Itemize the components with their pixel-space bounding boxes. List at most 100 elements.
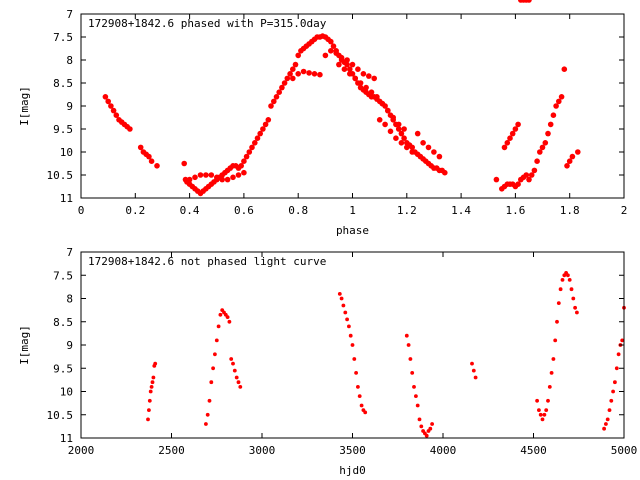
x-tick-label: 3500 — [339, 444, 366, 457]
data-point — [241, 158, 247, 164]
data-point — [238, 385, 243, 389]
data-point — [607, 408, 612, 412]
data-point — [507, 135, 513, 141]
data-point — [613, 380, 617, 385]
data-point — [539, 144, 546, 151]
data-point — [387, 128, 394, 135]
data-point — [218, 312, 223, 317]
data-point — [553, 338, 558, 343]
data-point — [473, 375, 478, 380]
data-point — [424, 433, 429, 438]
x-tick-label: 0.2 — [125, 204, 145, 217]
y-tick-label: 9.5 — [53, 362, 73, 375]
data-point — [102, 94, 109, 100]
data-point — [567, 278, 572, 282]
data-point — [571, 296, 576, 301]
x-tick-label: 2000 — [68, 444, 95, 457]
x-tick-label: 0 — [78, 204, 85, 217]
data-point — [547, 121, 554, 128]
data-point — [208, 172, 215, 178]
data-point — [509, 130, 516, 137]
x-tick-label: 1.4 — [451, 204, 471, 217]
data-point — [406, 343, 411, 347]
y-tick-label: 9 — [66, 100, 73, 113]
data-point — [271, 98, 277, 105]
data-point — [197, 172, 204, 178]
data-point — [409, 149, 416, 155]
data-point — [192, 174, 198, 181]
data-point — [230, 174, 236, 181]
data-point — [412, 385, 416, 389]
data-point — [154, 163, 160, 169]
data-point — [395, 121, 402, 128]
x-tick-label: 4500 — [520, 444, 547, 457]
data-point — [425, 144, 432, 151]
data-point — [550, 112, 557, 118]
data-point — [110, 107, 117, 114]
data-point — [614, 366, 619, 371]
data-point — [105, 98, 111, 105]
data-point — [347, 66, 353, 72]
y-tick-label: 7 — [66, 8, 73, 21]
x-tick-label: 1.8 — [560, 204, 580, 217]
data-point — [428, 426, 433, 431]
data-point — [300, 68, 307, 75]
data-point — [471, 368, 476, 373]
y-tick-label: 9.5 — [53, 123, 73, 136]
data-point — [605, 417, 610, 422]
data-point — [537, 408, 541, 412]
data-point — [575, 149, 581, 155]
data-point — [203, 172, 209, 178]
data-point — [241, 169, 247, 176]
data-point — [260, 126, 266, 132]
data-point — [148, 389, 153, 394]
data-point — [415, 403, 420, 408]
data-point — [404, 144, 410, 151]
y-tick-label: 11 — [60, 432, 73, 445]
y-tick-label: 7.5 — [53, 269, 73, 282]
data-point — [436, 153, 443, 160]
data-point — [355, 66, 361, 72]
data-point — [147, 398, 152, 403]
x-tick-label: 0.8 — [288, 204, 308, 217]
x-tick-label: 0.4 — [180, 204, 200, 217]
data-point — [395, 126, 402, 132]
data-point — [404, 333, 409, 338]
data-point — [352, 75, 359, 82]
data-point — [566, 273, 570, 278]
data-point — [252, 140, 258, 146]
data-point — [360, 71, 367, 77]
data-point — [555, 319, 559, 324]
data-point — [542, 412, 547, 417]
data-point — [186, 176, 193, 183]
data-point — [420, 140, 426, 146]
data-point — [343, 310, 348, 315]
data-point — [538, 412, 543, 417]
data-point — [401, 135, 407, 141]
y-tick-label: 8.5 — [53, 77, 73, 90]
data-point — [231, 361, 235, 366]
data-point — [113, 112, 120, 118]
data-point — [556, 98, 562, 105]
data-point — [257, 130, 264, 137]
data-point — [281, 80, 288, 86]
data-point — [431, 149, 437, 155]
data-point — [137, 144, 144, 151]
data-point — [534, 158, 540, 164]
data-point — [528, 172, 535, 178]
data-point — [216, 324, 221, 329]
data-point — [544, 408, 549, 412]
data-point — [546, 398, 550, 403]
data-point — [549, 371, 554, 375]
data-point — [205, 412, 210, 417]
data-point — [401, 126, 407, 132]
data-point — [339, 296, 344, 301]
data-point — [214, 338, 219, 343]
data-point — [542, 140, 549, 146]
data-point — [569, 153, 576, 160]
data-point — [366, 73, 372, 79]
x-tick-label: 1.2 — [397, 204, 417, 217]
data-point — [408, 357, 413, 361]
y-tick-label: 10.5 — [47, 409, 74, 422]
